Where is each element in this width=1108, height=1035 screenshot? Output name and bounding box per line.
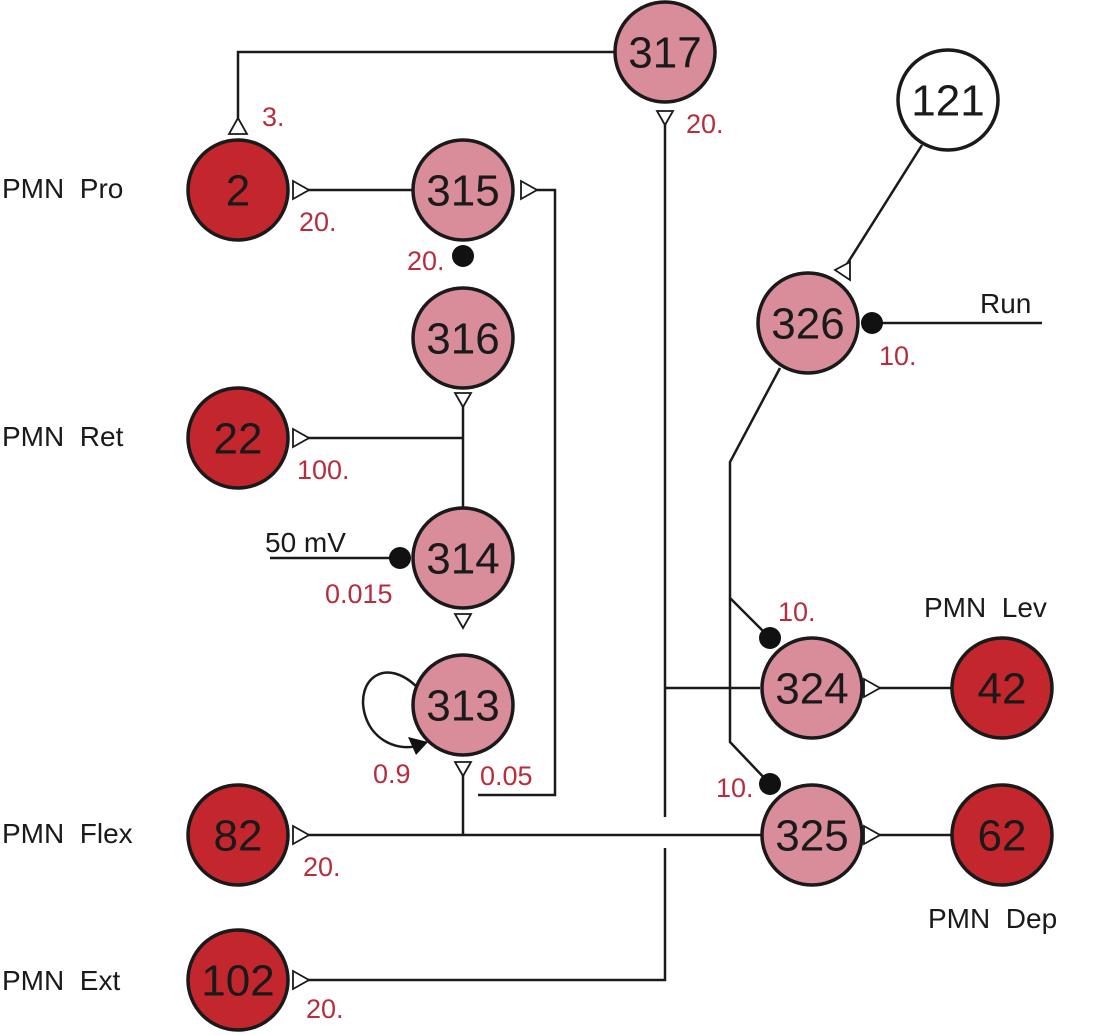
connection-wires [236,50,1042,982]
neuron-313-body [411,653,515,757]
wire-317-trunk-lower [300,848,667,982]
neuron-62-body [950,783,1054,887]
neuron-42-body [950,636,1054,740]
neuron-325-body [760,783,864,887]
neuron-82: 82 [186,783,290,887]
neuron-62: 62 [950,783,1054,887]
excitatory-synapse-icon [227,116,249,135]
neuron-22-label: 22 [214,415,263,464]
neuron-2-label: 2 [226,167,250,216]
excitatory-synapse-icon [520,179,539,201]
neuron-326-label: 326 [771,300,844,349]
neuron-317-label: 317 [628,29,701,78]
inhibitory-synapse-icon [861,312,883,334]
weight-326-run: 10. [879,341,917,371]
neuron-314-label: 314 [426,535,499,584]
neuron-315-label: 315 [426,167,499,216]
weight-314-input: 0.015 [325,579,393,609]
neuron-22: 22 [186,386,290,490]
neuron-314: 314 [411,506,515,610]
weight-2-to-315: 20. [299,207,337,237]
neuron-325: 325 [760,783,864,887]
neuron-22-body [186,386,290,490]
neuron-316: 316 [411,286,515,390]
neuron-62-label: 62 [978,812,1027,861]
neuron-82-label: 82 [214,812,263,861]
neurons: 317 121 2 315 316 326 22 314 [186,0,1054,1032]
inhibitory-synapse-icon [759,773,781,795]
neuron-324-body [760,636,864,740]
weight-to-82: 20. [303,852,341,882]
neuron-317: 317 [613,0,717,104]
wire-326-branch-lower [728,598,771,785]
excitatory-synapse-icon [453,392,473,409]
weight-317-out: 20. [686,109,724,139]
excitatory-synapse-icon [453,613,473,630]
excitatory-synapses [227,110,882,991]
neuron-121: 121 [896,48,1000,152]
label-pmn-dep: PMN Dep [928,903,1057,934]
neuron-325-label: 325 [775,812,848,861]
neuron-316-label: 316 [426,315,499,364]
neuron-313-label: 313 [426,682,499,731]
synaptic-weights: 3. 20. 20. 20. 10. 100. 0.015 10. 0.9 0.… [262,102,917,1024]
self-loop-arrow-icon [408,737,428,755]
neuron-42: 42 [950,636,1054,740]
excitatory-synapse-icon [292,969,311,991]
excitatory-synapse-icon [655,110,675,127]
neuron-121-label: 121 [911,77,984,126]
label-pmn-flex: PMN Flex [2,818,133,849]
weight-325: 10. [716,773,754,803]
excitatory-synapse-icon [292,427,311,449]
neuron-314-body [411,506,515,610]
neuron-313: 313 [411,653,515,757]
label-pmn-ret: PMN Ret [2,421,124,452]
inhibitory-synapse-icon [389,547,411,569]
neuron-324-label: 324 [775,665,848,714]
neuron-121-body [896,48,1000,152]
excitatory-synapse-icon [863,824,882,846]
neuron-2: 2 [186,138,290,242]
label-run: Run [980,288,1031,319]
neuron-315-body [411,138,515,242]
weight-313-self: 0.9 [373,759,411,789]
weight-315-316: 20. [407,246,445,276]
label-50mv: 50 mV [265,527,346,558]
weight-to-22: 100. [297,455,350,485]
neuron-315: 315 [411,138,515,242]
excitatory-synapse-icon [453,761,473,778]
neuron-316-body [411,286,515,390]
neuron-42-label: 42 [978,665,1027,714]
label-pmn-ext: PMN Ext [2,965,120,996]
neuron-102-body [186,928,290,1032]
wire-121-326 [840,144,924,273]
neuron-326-body [756,271,860,375]
weight-313-out: 0.05 [480,761,533,791]
neuron-317-body [613,0,717,104]
wire-313-self-loop [361,671,421,749]
inhibitory-synapse-icon [759,627,781,649]
inhibitory-synapse-icon [452,245,474,267]
weight-to-102: 20. [306,994,344,1024]
side-labels: PMN Pro PMN Ret PMN Flex PMN Ext PMN Lev… [2,173,1057,996]
excitatory-synapse-icon [292,824,311,846]
neuron-324: 324 [760,636,864,740]
label-pmn-pro: PMN Pro [2,173,123,204]
neuron-82-body [186,783,290,887]
wire-315-loop [478,188,557,797]
neuron-326: 326 [756,271,860,375]
wire-326-branch [728,367,782,639]
wire-317-to-2 [236,50,615,118]
excitatory-synapse-icon [292,179,311,201]
inhibitory-synapses [389,245,883,795]
weight-317-to-2: 3. [262,102,285,132]
neuron-2-body [186,138,290,242]
label-pmn-lev: PMN Lev [924,592,1047,623]
weight-324: 10. [778,597,816,627]
neuron-102-label: 102 [201,957,274,1006]
excitatory-synapse-icon [833,260,851,282]
excitatory-synapse-icon [863,677,882,699]
neuron-102: 102 [186,928,290,1032]
